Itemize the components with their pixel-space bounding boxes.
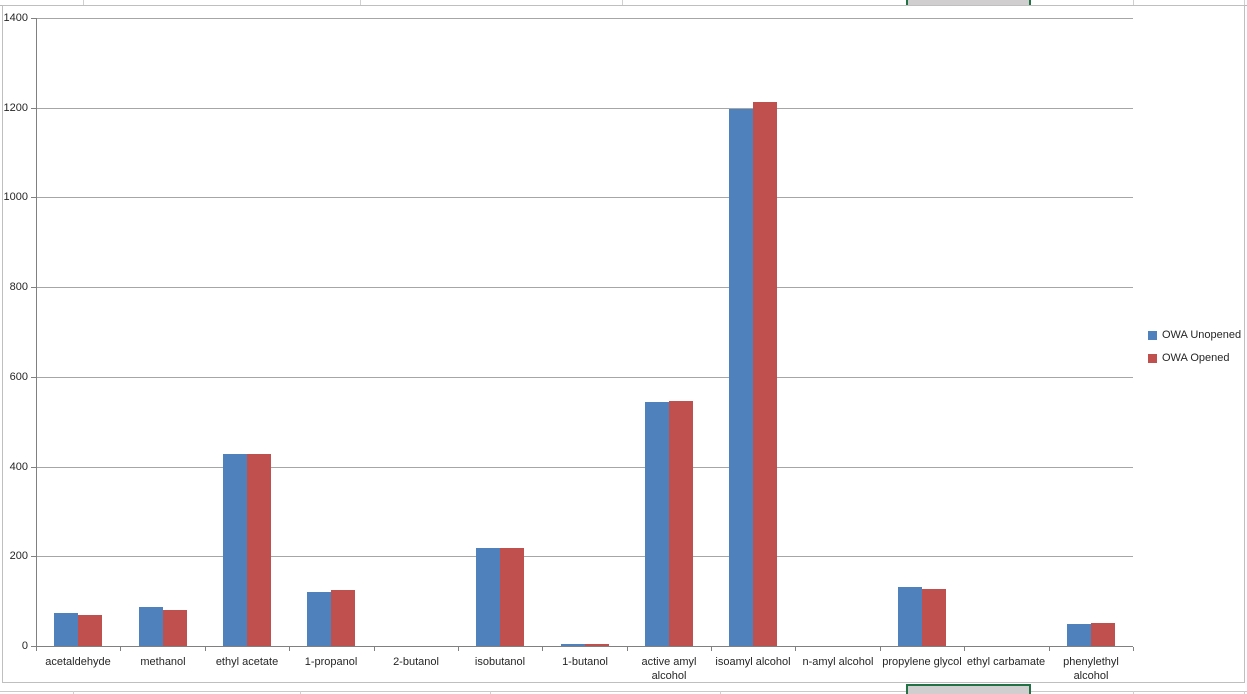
chart-area[interactable]: [2, 5, 1245, 683]
bar-unopened-ethyl-acetate[interactable]: [223, 454, 247, 646]
legend-label: OWA Opened: [1162, 352, 1230, 364]
bar-opened-acetaldehyde[interactable]: [78, 615, 102, 646]
bar-opened-phenylethyl-alcohol[interactable]: [1091, 623, 1115, 646]
selected-cell-range[interactable]: [906, 0, 1031, 5]
cell-border: [1133, 691, 1134, 694]
bar-opened-isoamyl-alcohol[interactable]: [753, 102, 777, 646]
legend-item[interactable]: OWA Opened: [1148, 352, 1241, 364]
spreadsheet-row-bottom[interactable]: [0, 684, 1247, 694]
cell-border: [73, 691, 74, 694]
bar-unopened-1-butanol[interactable]: [561, 644, 585, 646]
legend: OWA Unopened OWA Opened: [1148, 329, 1241, 375]
legend-item[interactable]: OWA Unopened: [1148, 329, 1241, 341]
bar-unopened-1-propanol[interactable]: [307, 592, 331, 646]
legend-swatch-icon: [1148, 353, 1157, 363]
cell-border: [83, 0, 84, 5]
cell-border: [1133, 0, 1134, 5]
row-border: [0, 691, 1247, 692]
cell-border: [622, 0, 623, 5]
bar-unopened-phenylethyl-alcohol[interactable]: [1067, 624, 1091, 646]
bar-unopened-isoamyl-alcohol[interactable]: [729, 109, 753, 646]
bar-unopened-propylene-glycol[interactable]: [898, 587, 922, 646]
bar-opened-1-propanol[interactable]: [331, 590, 355, 646]
bar-unopened-active-amyl-alcohol[interactable]: [645, 402, 669, 646]
cell-border: [1244, 0, 1245, 5]
cell-border: [490, 691, 491, 694]
cell-border: [1244, 691, 1245, 694]
cell-border: [720, 691, 721, 694]
bar-opened-propylene-glycol[interactable]: [922, 589, 946, 646]
legend-label: OWA Unopened: [1162, 329, 1242, 341]
bar-unopened-acetaldehyde[interactable]: [54, 613, 78, 646]
bar-opened-active-amyl-alcohol[interactable]: [669, 401, 693, 646]
bar-opened-methanol[interactable]: [163, 610, 187, 646]
bar-opened-isobutanol[interactable]: [500, 548, 524, 646]
bar-unopened-methanol[interactable]: [139, 607, 163, 646]
cell-border: [360, 0, 361, 5]
cell-border: [300, 691, 301, 694]
selected-cell-range[interactable]: [906, 684, 1031, 694]
legend-swatch-icon: [1148, 330, 1157, 340]
bar-unopened-isobutanol[interactable]: [476, 548, 500, 646]
bar-opened-ethyl-acetate[interactable]: [247, 454, 271, 646]
bar-opened-1-butanol[interactable]: [585, 644, 609, 646]
